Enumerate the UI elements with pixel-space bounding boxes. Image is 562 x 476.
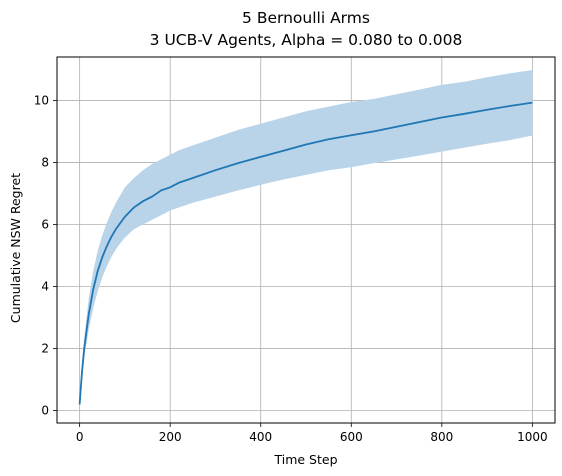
mean-regret-line [78,101,533,405]
y-tick-label: 10 [34,93,49,107]
x-axis-ticks: 0 200 400 600 800 1000 [76,423,548,444]
x-tick-label: 1000 [517,430,548,444]
chart-title: 5 Bernoulli Arms [242,9,370,27]
x-tick-label: 600 [340,430,363,444]
x-tick-label: 200 [159,430,182,444]
chart-subtitle: 3 UCB-V Agents, Alpha = 0.080 to 0.008 [150,31,463,49]
x-axis-label: Time Step [273,452,337,467]
x-tick-label: 800 [430,430,453,444]
y-tick-label: 6 [41,217,49,231]
plot-frame [56,56,556,424]
y-tick-label: 0 [41,404,49,418]
y-axis-ticks: 0 2 4 6 8 10 [34,93,57,418]
x-tick-label: 400 [249,430,272,444]
x-tick-label: 0 [76,430,84,444]
y-tick-label: 8 [41,155,49,169]
y-tick-label: 4 [41,280,49,294]
y-tick-label: 2 [41,342,49,356]
confidence-band [79,70,533,406]
y-axis-label: Cumulative NSW Regret [8,173,23,323]
